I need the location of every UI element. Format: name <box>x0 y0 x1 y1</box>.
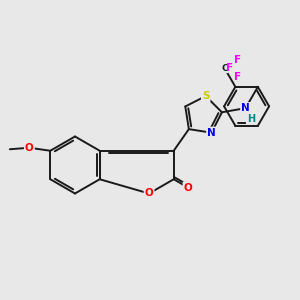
Text: N: N <box>241 103 250 113</box>
Text: F: F <box>226 63 233 73</box>
Text: S: S <box>202 91 209 101</box>
Text: O: O <box>145 188 153 199</box>
Text: C: C <box>221 64 228 73</box>
Text: H: H <box>247 114 255 124</box>
Text: O: O <box>184 182 192 193</box>
Text: F: F <box>234 71 241 82</box>
Text: N: N <box>207 128 216 138</box>
Text: O: O <box>25 143 34 153</box>
Text: F: F <box>234 55 241 65</box>
